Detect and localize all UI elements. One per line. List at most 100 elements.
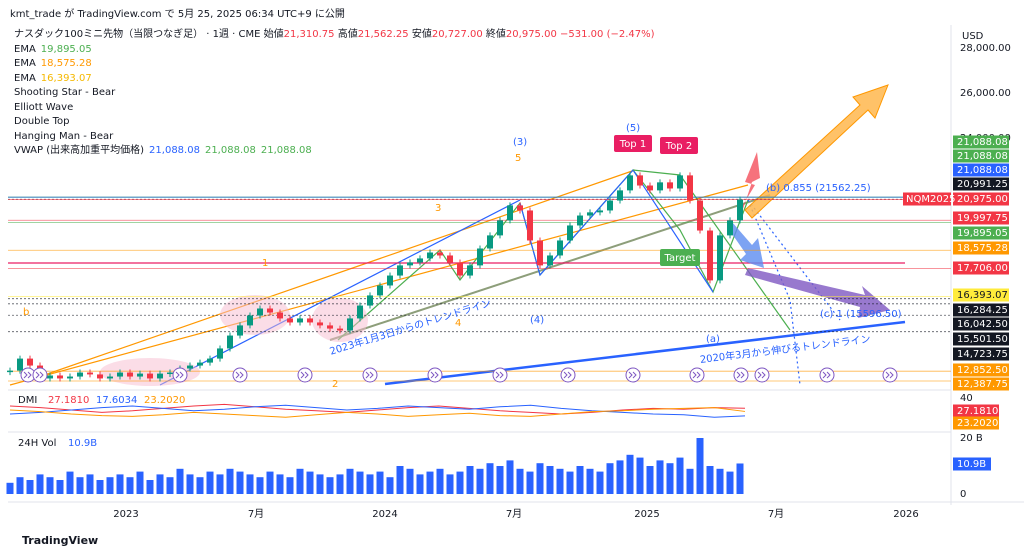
candle [247, 315, 253, 326]
candle [317, 322, 323, 326]
trend-line [29, 169, 636, 381]
candle [167, 372, 173, 375]
volume-bar [206, 471, 214, 494]
volume-bar [546, 466, 554, 494]
symbol-tag: NQM2025 [906, 194, 955, 205]
candle [587, 212, 593, 216]
indicator-value: 16,393.07 [40, 72, 92, 84]
pattern-icon-glyph [885, 371, 894, 379]
price-label-bg [953, 261, 1009, 275]
volume-bar [466, 466, 474, 494]
pattern-icon-glyph [430, 371, 439, 379]
volume-bar [286, 477, 294, 494]
candle [537, 240, 543, 266]
volume-bar [316, 474, 324, 494]
price-label: 17,706.00 [957, 263, 1008, 274]
price-label-bg [953, 241, 1009, 255]
candle [357, 305, 363, 319]
candle [337, 328, 343, 331]
volume-bar [46, 477, 54, 494]
pattern-highlight [312, 298, 368, 342]
candle [607, 200, 613, 211]
annotation: (a) [706, 334, 720, 345]
price-label: 12,852.50 [957, 365, 1008, 376]
time-label: 2025 [634, 509, 659, 520]
arrow-down-small [728, 222, 764, 268]
pattern-icon [733, 367, 749, 383]
volume-bar [626, 454, 634, 494]
pattern-icon [560, 367, 576, 383]
time-label: 2023 [113, 509, 138, 520]
volume-bar [706, 466, 714, 494]
pattern-icon [882, 367, 898, 383]
volume-tick: 0 [960, 489, 966, 500]
candle [497, 220, 503, 236]
symbol: ナスダック100ミニ先物（当限つなぎ足） · 1週 · CME [14, 29, 261, 40]
dmi-line [9, 403, 746, 415]
price-label-bg [953, 317, 1009, 331]
dmi-axis-bg [953, 416, 999, 430]
volume-bar [736, 463, 744, 494]
candle [287, 318, 293, 323]
arrow-down [745, 268, 890, 318]
annotation: 1 [262, 258, 268, 269]
volume-bar [186, 474, 194, 494]
time-label: 2024 [372, 509, 397, 520]
indicator-value: 18,575.28 [40, 58, 92, 69]
price-label: 18,575.28 [957, 243, 1008, 254]
candle [567, 225, 573, 241]
volume-bar [336, 474, 344, 494]
dmi-line [9, 404, 746, 418]
pattern-icon-glyph [822, 371, 831, 379]
candle [397, 265, 403, 276]
volume-bar [266, 471, 274, 494]
indicator-name: Hanging Man - Bear [14, 130, 114, 142]
candle [617, 190, 623, 201]
indicator: VWAP (出来高加重平均価格) 21,088.08 21,088.08 21,088… [14, 144, 655, 159]
candle [597, 210, 603, 213]
label-box-text: Target [664, 253, 696, 264]
pattern-icon-glyph [628, 371, 637, 379]
price-label: 14,723.75 [957, 349, 1008, 360]
indicator-value: 21,088.08 [260, 145, 312, 156]
price-label: 20,991.25 [957, 179, 1008, 190]
elliott-wave [519, 169, 714, 293]
pattern-icon [492, 367, 508, 383]
dmi-line [9, 407, 746, 418]
volume-bar [256, 477, 264, 494]
candle [667, 182, 673, 189]
annotation: 5 [515, 153, 521, 164]
pattern-icon [754, 367, 770, 383]
price-label: 28,000.00 [960, 43, 1011, 54]
volume-bar [66, 471, 74, 494]
volume-bar [536, 463, 544, 494]
volume-bar [306, 471, 314, 494]
price-label: 26,000.00 [960, 88, 1011, 99]
trend-line [9, 184, 749, 386]
time-label: 7月 [248, 508, 264, 520]
candle [107, 376, 113, 379]
candle [7, 370, 13, 373]
price-label: 20,975.00 [957, 194, 1008, 205]
volume-bar [726, 471, 734, 494]
candle [687, 175, 693, 201]
price-label-bg [953, 347, 1009, 361]
legend: ナスダック100ミニ先物（当限つなぎ足） · 1週 · CME 始値21,310… [14, 28, 655, 159]
candle [477, 248, 483, 266]
indicator-value: 21,088.08 [204, 145, 256, 156]
candle [77, 372, 83, 377]
volume-bar [716, 468, 724, 494]
volume-bar [486, 463, 494, 494]
price-label: 16,284.25 [957, 305, 1008, 316]
volume-bar [686, 468, 694, 494]
candle [217, 348, 223, 359]
volume-bar [96, 480, 104, 494]
price-label-bg [953, 303, 1009, 317]
candle [257, 308, 263, 316]
candle [197, 362, 203, 366]
volume-bar [76, 477, 84, 494]
pattern-icon [32, 367, 48, 383]
header: kmt_trade が TradingView.com で 5月 25, 202… [10, 9, 345, 20]
volume-bar [226, 468, 234, 494]
volume-bar [376, 471, 384, 494]
